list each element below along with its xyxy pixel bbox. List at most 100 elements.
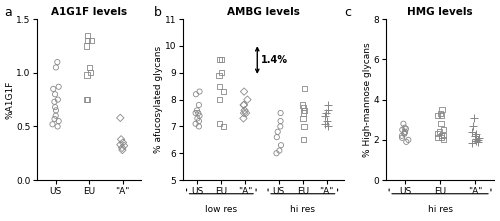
Title: A1G1F levels: A1G1F levels [51, 7, 127, 17]
Point [51, 92, 59, 96]
Point [300, 109, 308, 112]
Point [192, 122, 200, 126]
Point [272, 151, 280, 155]
Point [86, 66, 94, 69]
Point [300, 125, 308, 128]
Point [82, 98, 90, 101]
Point [324, 103, 332, 107]
Point [300, 106, 308, 109]
Point [474, 138, 482, 142]
Point [240, 103, 248, 107]
Point [196, 90, 203, 93]
Point [324, 109, 332, 112]
Point [54, 85, 62, 89]
Point [434, 132, 442, 135]
Point [400, 126, 408, 130]
Point [240, 117, 248, 120]
Point [321, 122, 329, 126]
Point [216, 58, 224, 61]
Point [404, 138, 412, 142]
Point [398, 136, 406, 140]
Point [52, 66, 60, 69]
Point [434, 136, 442, 140]
Point [195, 103, 203, 107]
Title: HMG levels: HMG levels [407, 7, 473, 17]
Point [218, 58, 226, 61]
Point [240, 109, 248, 112]
Point [300, 87, 308, 91]
Point [277, 143, 285, 147]
Point [215, 74, 223, 77]
Point [195, 119, 203, 123]
Y-axis label: % afucosylated glycans: % afucosylated glycans [154, 46, 163, 153]
Point [300, 138, 308, 142]
Text: a: a [4, 6, 12, 19]
Text: c: c [344, 6, 352, 19]
Point [437, 122, 445, 126]
Point [87, 39, 95, 42]
Point [192, 92, 200, 96]
Point [216, 84, 224, 88]
Point [84, 34, 92, 37]
Point [118, 148, 126, 152]
Point [54, 119, 62, 123]
Point [398, 134, 406, 138]
Point [54, 125, 62, 128]
Point [436, 130, 444, 133]
Point [48, 122, 56, 126]
Point [118, 146, 126, 150]
Point [440, 134, 448, 138]
Point [323, 119, 331, 123]
Point [54, 98, 62, 101]
Point [196, 114, 203, 118]
Point [194, 111, 202, 115]
Point [402, 140, 410, 144]
Point [192, 111, 200, 115]
Point [440, 138, 448, 142]
Point [240, 90, 248, 93]
Point [400, 131, 408, 135]
Point [474, 140, 482, 144]
Point [274, 130, 281, 133]
Point [216, 98, 224, 101]
Point [472, 137, 480, 141]
Point [470, 116, 478, 120]
Point [468, 141, 476, 145]
Point [52, 109, 60, 112]
Point [116, 116, 124, 120]
Point [400, 122, 407, 126]
Text: hi res: hi res [428, 205, 452, 214]
Point [83, 73, 91, 77]
Point [84, 39, 92, 42]
Text: 1.4%: 1.4% [261, 55, 288, 65]
Point [51, 105, 59, 109]
Point [472, 139, 480, 143]
Point [220, 90, 228, 93]
Y-axis label: %A1G1F: %A1G1F [6, 80, 15, 119]
Point [240, 103, 248, 107]
Point [117, 137, 125, 141]
Point [398, 128, 406, 131]
Point [437, 112, 445, 115]
Point [50, 117, 58, 121]
Point [54, 60, 62, 64]
Point [276, 149, 283, 152]
Point [276, 111, 284, 115]
Point [471, 134, 479, 138]
Point [119, 141, 127, 144]
Point [298, 103, 306, 107]
Point [437, 136, 445, 140]
Point [400, 132, 408, 135]
Point [195, 125, 203, 128]
Point [216, 122, 224, 126]
Text: hi res: hi res [290, 205, 316, 214]
Point [240, 111, 248, 115]
Point [194, 117, 202, 120]
Point [438, 134, 446, 138]
Point [50, 87, 58, 91]
Point [220, 125, 228, 128]
Point [84, 98, 92, 101]
Point [242, 111, 250, 115]
Point [472, 132, 480, 135]
Point [193, 109, 201, 112]
